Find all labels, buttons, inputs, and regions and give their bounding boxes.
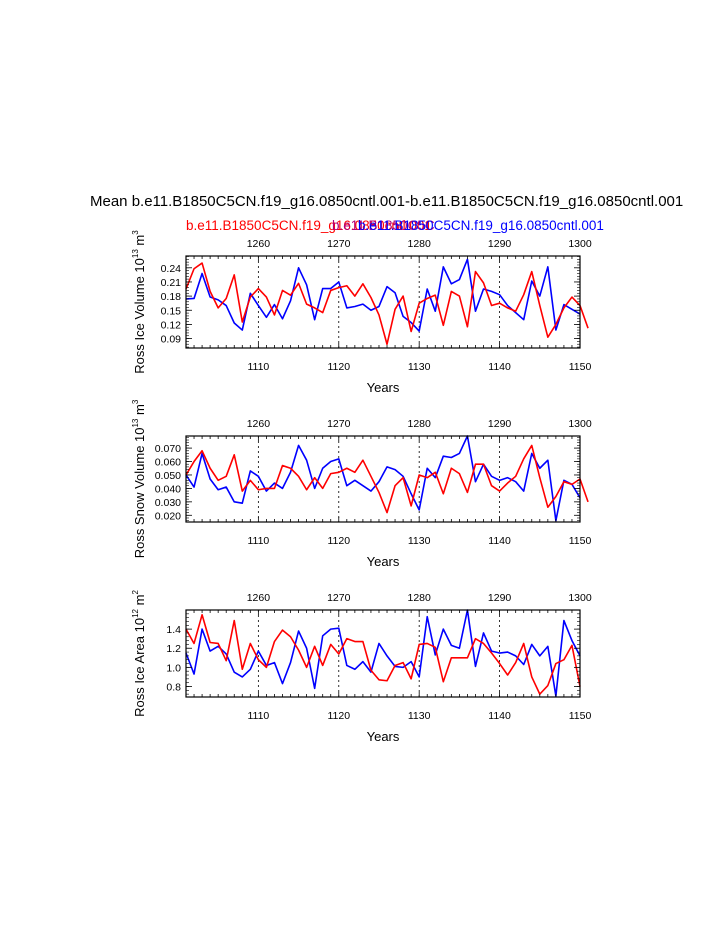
figure-title: Mean b.e11.B1850C5CN.f19_g16.0850cntl.00… bbox=[90, 193, 683, 210]
y-tick-label: 0.12 bbox=[161, 319, 182, 331]
y-tick-label: 0.050 bbox=[155, 470, 181, 482]
x-axis-label: Years bbox=[367, 380, 400, 395]
panel-3: 1110 1120 1130 1140 1150 1260 1270 1280 1290 1300… bbox=[131, 590, 592, 744]
y-tick-label: 0.070 bbox=[155, 443, 181, 455]
x-tick-label-top: 1300 bbox=[568, 592, 592, 604]
y-axis-label-part: 13 bbox=[131, 249, 140, 258]
y-tick-label: 0.030 bbox=[155, 497, 181, 509]
y-axis-label-part: m bbox=[132, 595, 147, 609]
panels: 1110 1120 1130 1140 1150 1260 1270 1280 1290 1300… bbox=[131, 230, 592, 744]
y-tick-label: 0.09 bbox=[161, 334, 182, 346]
y-tick-label: 1.0 bbox=[166, 662, 181, 674]
y-tick-label: 0.18 bbox=[161, 291, 182, 303]
x-tick-label-bottom: 1120 bbox=[327, 710, 350, 722]
subtitle-red: b.e11.B1850C5CN.f19_g16.0850cntl.001 bbox=[186, 218, 432, 233]
y-tick-label: 0.24 bbox=[161, 263, 182, 275]
y-tick-label: 0.040 bbox=[155, 483, 181, 495]
series-line bbox=[185, 258, 581, 332]
x-tick-label-bottom: 1150 bbox=[569, 710, 592, 722]
x-tick-label-bottom: 1120 bbox=[327, 361, 350, 373]
subtitle-blue: b.e11.B1850C5CN.f19_g16.0850cntl.001 bbox=[358, 218, 604, 233]
y-axis-label-part: Ross Ice Volume 10 bbox=[132, 258, 147, 374]
plot-frame bbox=[185, 609, 581, 698]
y-axis-label-part: m bbox=[132, 404, 147, 418]
panel-1: 1110 1120 1130 1140 1150 1260 1270 1280 1290 1300… bbox=[131, 230, 592, 395]
y-tick-label: 1.4 bbox=[166, 624, 181, 636]
x-tick-label-top: 1260 bbox=[247, 418, 271, 430]
y-tick-label: 0.020 bbox=[155, 510, 181, 522]
x-axis-label: Years bbox=[367, 729, 400, 744]
x-tick-label-bottom: 1140 bbox=[488, 535, 511, 547]
x-tick-label-top: 1270 bbox=[327, 592, 351, 604]
x-tick-label-bottom: 1110 bbox=[247, 361, 269, 373]
plot-frame bbox=[185, 435, 581, 523]
x-tick-label-top: 1290 bbox=[488, 238, 512, 250]
subtitle-overlap: b.e11.B1850C5C bbox=[332, 218, 435, 233]
x-tick-label-top: 1270 bbox=[327, 418, 351, 430]
x-tick-label-top: 1290 bbox=[488, 418, 512, 430]
y-axis-label-part: 2 bbox=[131, 590, 140, 595]
x-tick-label-top: 1270 bbox=[327, 238, 351, 250]
y-axis-label: Ross Ice Volume 1013 m3 bbox=[131, 230, 147, 374]
y-tick-label: 1.2 bbox=[166, 643, 181, 655]
x-tick-label-top: 1300 bbox=[568, 238, 592, 250]
x-tick-label-bottom: 1140 bbox=[488, 361, 511, 373]
x-tick-label-top: 1260 bbox=[247, 238, 271, 250]
y-axis-label: Ross Ice Area 1012 m2 bbox=[131, 590, 147, 717]
series-line bbox=[185, 609, 581, 697]
y-tick-label: 0.060 bbox=[155, 457, 181, 469]
series-line bbox=[185, 262, 589, 346]
x-tick-label-top: 1300 bbox=[568, 418, 592, 430]
x-tick-label-bottom: 1130 bbox=[408, 361, 431, 373]
y-axis-label-part: m bbox=[132, 235, 147, 249]
y-axis-label: Ross Snow Volume 1013 m3 bbox=[131, 399, 147, 558]
x-tick-label-bottom: 1110 bbox=[247, 710, 269, 722]
x-tick-label-bottom: 1140 bbox=[488, 710, 511, 722]
y-tick-label: 0.21 bbox=[161, 277, 182, 289]
x-tick-label-top: 1280 bbox=[408, 592, 432, 604]
x-tick-label-bottom: 1120 bbox=[327, 535, 350, 547]
x-tick-label-bottom: 1130 bbox=[408, 710, 431, 722]
x-tick-label-bottom: 1150 bbox=[569, 361, 592, 373]
panel-2: 1110 1120 1130 1140 1150 1260 1270 1280 1290 1300… bbox=[131, 399, 592, 569]
x-tick-label-top: 1280 bbox=[408, 418, 432, 430]
y-axis-label-part: 13 bbox=[131, 418, 140, 427]
x-tick-label-bottom: 1130 bbox=[408, 535, 431, 547]
y-tick-label: 0.8 bbox=[166, 681, 181, 693]
x-tick-label-bottom: 1110 bbox=[247, 535, 269, 547]
x-tick-label-top: 1280 bbox=[408, 238, 432, 250]
series-line bbox=[185, 613, 581, 695]
y-axis-label-part: 3 bbox=[131, 399, 140, 404]
y-axis-label-part: 12 bbox=[131, 608, 140, 617]
series-line bbox=[185, 444, 589, 514]
series-line bbox=[185, 435, 581, 522]
y-tick-label: 0.15 bbox=[161, 305, 182, 317]
x-tick-label-bottom: 1150 bbox=[569, 535, 592, 547]
x-tick-label-top: 1290 bbox=[488, 592, 512, 604]
y-axis-label-part: Ross Ice Area 10 bbox=[132, 618, 147, 717]
x-tick-label-top: 1260 bbox=[247, 592, 271, 604]
x-axis-label: Years bbox=[367, 554, 400, 569]
y-axis-label-part: Ross Snow Volume 10 bbox=[132, 428, 147, 559]
y-axis-label-part: 3 bbox=[131, 230, 140, 235]
